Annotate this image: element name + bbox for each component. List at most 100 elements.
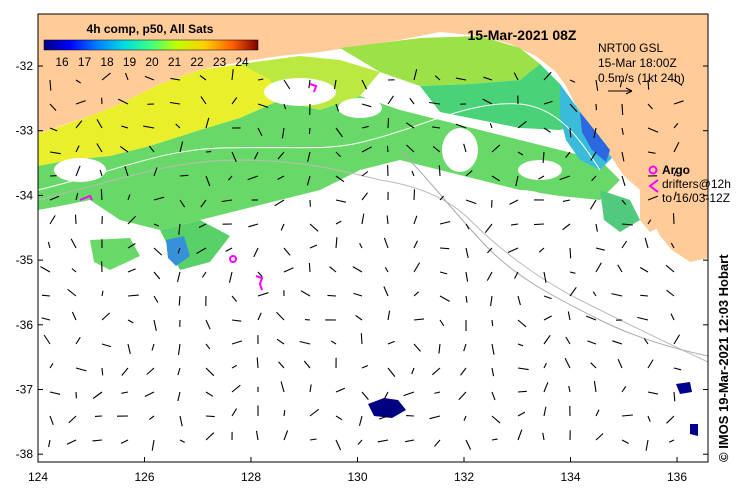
current-arrow xyxy=(66,439,77,445)
current-arrow xyxy=(335,439,342,451)
current-arrow xyxy=(585,315,597,321)
current-arrow xyxy=(221,199,233,203)
current-arrow xyxy=(169,101,181,105)
current-arrow xyxy=(179,199,186,208)
current-arrow xyxy=(406,144,415,153)
current-arrow xyxy=(569,247,572,259)
current-arrow xyxy=(491,144,501,153)
current-arrow xyxy=(178,223,181,235)
y-tick-label: -35 xyxy=(16,253,34,267)
current-arrow xyxy=(621,385,627,393)
current-arrow xyxy=(647,127,659,133)
currents-time: 15-Mar 18:00Z xyxy=(598,56,677,70)
current-arrow xyxy=(179,439,185,443)
current-arrow xyxy=(205,367,215,377)
plot-frame xyxy=(37,13,709,463)
current-arrow xyxy=(484,223,493,234)
current-arrow xyxy=(231,295,238,302)
argo-floats xyxy=(79,83,318,291)
current-arrow xyxy=(361,213,365,225)
current-arrow xyxy=(621,151,625,162)
current-arrow xyxy=(559,175,571,181)
current-arrow xyxy=(673,100,684,105)
current-arrow xyxy=(205,117,210,129)
current-arrow xyxy=(361,103,372,108)
current-arrow xyxy=(205,175,211,187)
current-arrow xyxy=(387,117,390,129)
current-arrow xyxy=(178,295,181,306)
current-arrow xyxy=(509,199,519,205)
x-tick-label: 124 xyxy=(28,470,48,484)
current-arrow xyxy=(595,79,599,91)
current-arrow xyxy=(75,145,80,153)
current-arrow xyxy=(405,122,415,129)
current-arrow xyxy=(665,264,675,273)
map-title: 15-Mar-2021 08Z xyxy=(468,27,577,43)
current-arrow xyxy=(483,76,493,81)
current-arrow xyxy=(276,338,285,345)
current-arrow xyxy=(617,264,623,273)
colorbar-title: 4h comp, p50, All Sats xyxy=(87,22,214,36)
current-arrow xyxy=(124,72,129,81)
current-arrow xyxy=(283,247,291,256)
current-arrow xyxy=(491,415,501,424)
current-arrow xyxy=(335,103,340,112)
current-arrow xyxy=(413,291,419,297)
current-arrow xyxy=(49,363,54,369)
current-arrow xyxy=(148,415,155,421)
current-arrow xyxy=(176,271,181,283)
current-arrow xyxy=(75,336,81,345)
current-arrow xyxy=(565,336,571,345)
current-arrow xyxy=(543,100,553,105)
current-arrow xyxy=(361,391,369,400)
current-arrow xyxy=(308,262,311,273)
current-arrow xyxy=(121,367,129,376)
current-arrow xyxy=(491,367,495,377)
current-arrow xyxy=(144,75,155,81)
current-arrow xyxy=(153,319,157,331)
current-arrow xyxy=(491,175,500,182)
current-arrow xyxy=(199,75,207,81)
current-arrow xyxy=(49,151,61,155)
current-arrow xyxy=(335,237,338,249)
current-arrow xyxy=(384,391,389,399)
x-tick-label: 126 xyxy=(134,470,154,484)
current-arrow xyxy=(361,364,369,369)
current-arrow xyxy=(409,97,415,105)
colorbar-tick-label: 16 xyxy=(55,55,69,69)
current-arrow xyxy=(460,367,467,376)
current-arrow xyxy=(465,439,472,450)
current-arrow xyxy=(617,358,623,369)
current-arrow xyxy=(673,142,680,153)
current-arrow xyxy=(75,367,87,372)
colorbar xyxy=(43,39,259,51)
current-arrow xyxy=(231,364,238,369)
current-arrow xyxy=(621,199,627,205)
current-arrow xyxy=(151,343,155,351)
colorbar-tick-label: 24 xyxy=(235,55,249,69)
current-arrow xyxy=(491,343,495,355)
current-arrow xyxy=(96,119,103,129)
current-arrow xyxy=(673,79,683,86)
current-arrow xyxy=(647,103,653,110)
current-arrow xyxy=(429,415,441,420)
current-arrow xyxy=(411,367,415,375)
current-arrow xyxy=(637,316,649,321)
current-arrow xyxy=(639,267,649,273)
current-arrow xyxy=(124,166,129,177)
current-arrow xyxy=(361,146,372,153)
current-arrow xyxy=(612,340,623,345)
y-tick-label: -38 xyxy=(16,447,34,461)
current-arrow xyxy=(121,125,129,129)
current-arrow xyxy=(335,151,342,158)
current-arrow xyxy=(647,219,652,225)
current-arrow xyxy=(517,367,529,371)
current-arrow xyxy=(543,315,552,321)
current-arrow xyxy=(49,103,57,111)
current-arrow xyxy=(645,439,649,451)
current-arrow xyxy=(359,243,363,249)
current-arrow xyxy=(153,295,159,303)
current-arrow xyxy=(127,215,136,225)
current-arrow xyxy=(514,271,519,279)
current-arrow xyxy=(621,240,628,249)
